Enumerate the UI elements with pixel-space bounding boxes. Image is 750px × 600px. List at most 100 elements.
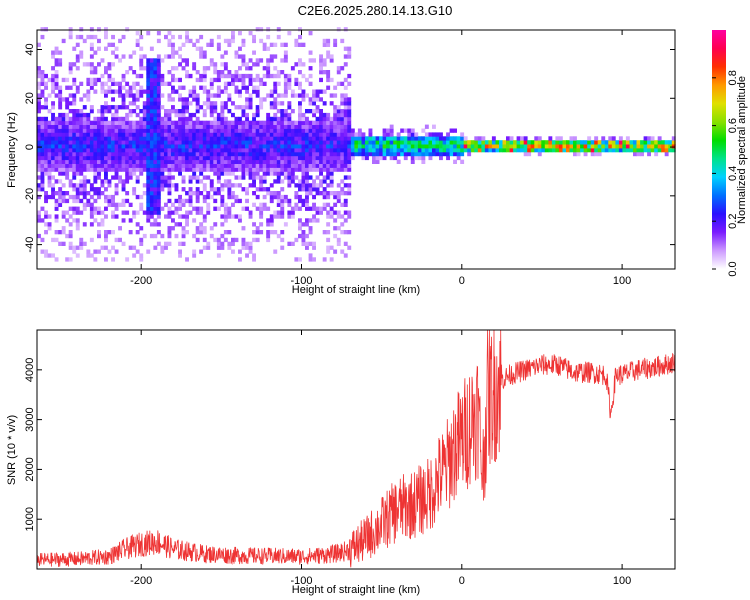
heatmap-cell [139,171,144,176]
heatmap-cell [199,155,204,161]
heatmap-cell [97,167,101,172]
heatmap-cell [68,144,73,149]
heatmap-cell [283,175,288,180]
heatmap-cell [220,120,225,125]
heatmap-cell [209,128,214,133]
heatmap-cell [100,222,105,227]
heatmap-cell [121,77,126,83]
heatmap-cell [75,222,80,227]
heatmap-cell [72,163,77,168]
heatmap-cell [414,132,419,137]
heatmap-cell [259,183,264,188]
heatmap-cell [202,132,207,137]
heatmap-cell [555,144,560,149]
heatmap-cell [51,81,55,86]
heatmap-cell [308,187,313,192]
heatmap-cell [428,144,433,149]
heatmap-cell [241,109,246,114]
heatmap-cell [206,159,211,164]
heatmap-cell [276,210,281,215]
heatmap-cell [269,222,274,227]
heatmap-cell [329,124,334,129]
heatmap-cell [266,144,271,149]
heatmap-cell [40,73,45,79]
heatmap-cell [322,112,327,118]
heatmap-cell [262,42,267,47]
heatmap-cell [146,132,151,137]
heatmap-cell [280,58,285,63]
heatmap-cell [583,144,588,149]
heatmap-cell [146,249,151,254]
heatmap-cell [333,159,338,164]
heatmap-cell [223,144,228,149]
heatmap-cell [188,73,193,79]
heatmap-cell [132,151,137,157]
heatmap-cell [128,175,133,180]
heatmap-cell [128,167,133,172]
heatmap-cell [181,148,186,153]
heatmap-cell [227,167,232,172]
heatmap-cell [97,163,101,168]
heatmap-cell [262,128,267,133]
heatmap-cell [111,128,115,133]
heatmap-cell [305,109,309,114]
heatmap-cell [280,70,285,75]
heatmap-cell [149,101,154,106]
heatmap-cell [86,128,91,133]
heatmap-cell [283,171,288,176]
heatmap-cell [308,257,313,262]
heatmap-cell [58,132,63,137]
heatmap-cell [54,73,59,79]
heatmap-cell [467,151,472,157]
heatmap-cell [156,167,161,172]
heatmap-cell [202,214,207,219]
heatmap-cell [206,42,211,47]
heatmap-cell [340,155,345,161]
heatmap-cell [499,144,503,149]
heatmap-cell [185,101,189,106]
heatmap-cell [290,155,295,161]
heatmap-cell [322,132,327,137]
heatmap-cell [97,38,101,44]
heatmap-cell [298,257,302,262]
heatmap-cell [44,136,48,141]
heatmap-cell [86,151,91,157]
heatmap-cell [262,140,267,145]
heatmap-cell [280,171,285,176]
heatmap-cell [146,214,151,219]
heatmap-cell [181,226,186,231]
heatmap-cell [178,144,182,149]
heatmap-cell [259,77,264,83]
heatmap-cell [149,89,154,94]
heatmap-cell [118,175,122,180]
heatmap-cell [128,136,133,141]
heatmap-cell [68,120,73,125]
heatmap-cell [121,140,126,145]
heatmap-cell [255,85,260,90]
heatmap-cell [241,42,246,47]
heatmap-cell [287,171,292,176]
heatmap-cell [223,132,228,137]
heatmap-cell [223,155,228,161]
heatmap-cell [75,148,80,153]
heatmap-cell [156,70,161,75]
heatmap-cell [223,218,228,223]
heatmap-cell [283,54,288,59]
heatmap-cell [558,144,563,149]
heatmap-cell [199,151,204,157]
heatmap-cell [269,93,274,98]
heatmap-cell [227,183,232,188]
heatmap-cell [474,136,479,141]
heatmap-cell [121,151,126,157]
heatmap-cell [209,140,214,145]
colorbar-tick-label: 0.6 [727,118,739,133]
y-tick-label: 40 [24,43,36,55]
heatmap-cell [195,159,200,164]
heatmap-cell [156,241,161,246]
heatmap-cell [65,155,70,161]
heatmap-cell [389,148,394,153]
heatmap-cell [37,120,41,125]
heatmap-cell [139,226,144,231]
heatmap-cell [594,151,599,157]
heatmap-cell [343,163,348,168]
